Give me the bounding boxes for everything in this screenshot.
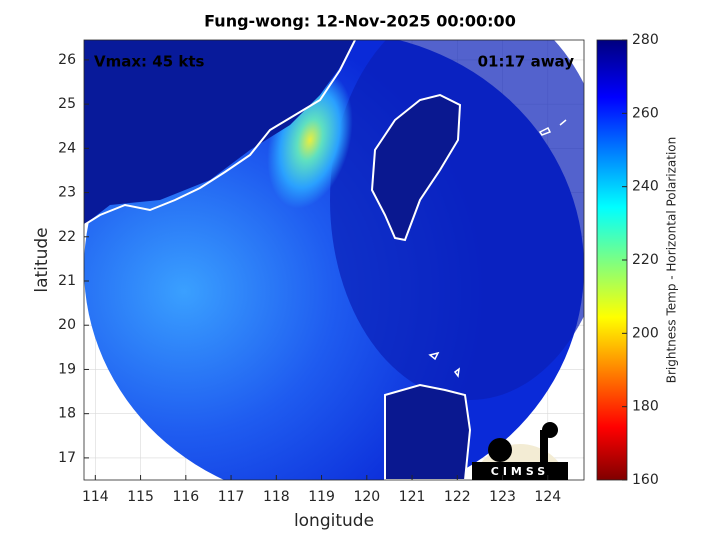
axes-box: [83, 39, 585, 481]
logo-text: CIMSS: [491, 465, 549, 478]
y-tick-label: 21: [58, 273, 76, 289]
x-tick-label: 115: [127, 489, 154, 505]
y-tick-label: 26: [58, 52, 76, 68]
swath-image: [84, 40, 584, 480]
x-tick-label: 123: [489, 489, 516, 505]
x-tick-label: 114: [82, 489, 109, 505]
colorbar-tick-label: 160: [632, 472, 659, 488]
x-tick-label: 116: [172, 489, 199, 505]
x-tick-label: 122: [444, 489, 471, 505]
y-tick-label: 22: [58, 229, 76, 245]
colorbar-tick-label: 220: [632, 252, 659, 268]
y-axis-label: latitude: [32, 227, 52, 292]
x-tick-label: 124: [534, 489, 561, 505]
x-tick-label: 118: [263, 489, 290, 505]
colorbar-tick-label: 200: [632, 325, 659, 341]
y-tick-label: 24: [58, 140, 76, 156]
annotation: 01:17 away: [478, 53, 575, 71]
x-tick-label: 120: [353, 489, 380, 505]
x-axis-label: longitude: [294, 511, 374, 531]
chart-title: Fung-wong: 12-Nov-2025 00:00:00: [204, 12, 516, 31]
annotation: Vmax: 45 kts: [94, 53, 204, 71]
y-tick-label: 18: [58, 406, 76, 422]
y-tick-label: 19: [58, 361, 76, 377]
y-tick-label: 17: [58, 450, 76, 466]
colorbar-tick-label: 240: [632, 179, 659, 195]
x-tick-label: 119: [308, 489, 335, 505]
logo: CIMSS: [472, 422, 568, 480]
y-tick-label: 20: [58, 317, 76, 333]
colorbar-tick-label: 260: [632, 105, 659, 121]
x-tick-label: 121: [399, 489, 426, 505]
y-tick-label: 25: [58, 96, 76, 112]
colorbar-tick-label: 180: [632, 399, 659, 415]
y-tick-label: 23: [58, 185, 76, 201]
x-tick-label: 117: [218, 489, 245, 505]
colorbar-tick-label: 280: [632, 32, 659, 48]
colorbar-label: Brightness Temp - Horizontal Polarizatio…: [665, 137, 679, 384]
